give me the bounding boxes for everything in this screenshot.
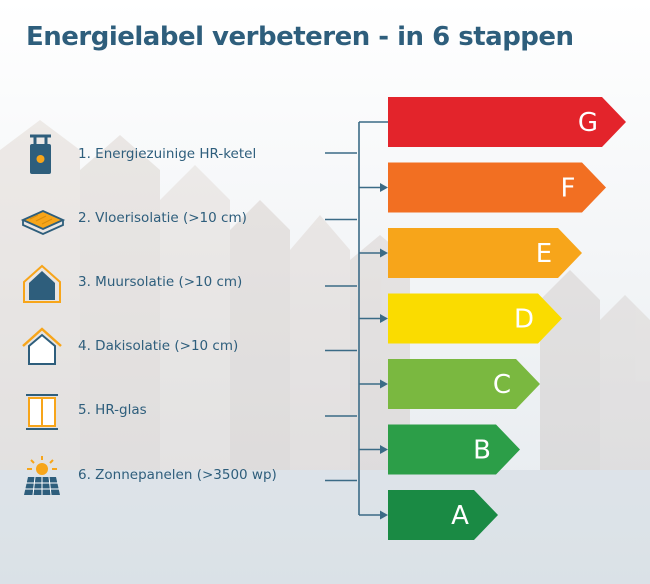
step-1-label: 1. Energiezuinige HR-ketel xyxy=(78,146,257,162)
energy-label-letter: B xyxy=(473,436,491,466)
energy-label-letter: G xyxy=(578,108,598,138)
connector-arrowhead xyxy=(380,248,388,258)
boiler-icon xyxy=(30,134,51,174)
step-6-solar-panels: 6. Zonnepanelen (>3500 wp) xyxy=(20,455,360,499)
energy-label-e xyxy=(388,228,582,278)
step-4-label: 4. Dakisolatie (>10 cm) xyxy=(78,338,239,354)
window-icon xyxy=(26,394,58,430)
step-5-label: 5. HR-glas xyxy=(78,402,147,418)
energy-label-f xyxy=(388,162,606,213)
step-5-double-glazing: 5. HR-glas xyxy=(20,390,360,434)
energy-label-g xyxy=(388,97,626,147)
connector-lines xyxy=(325,121,388,520)
page-title: Energielabel verbeteren - in 6 stappen xyxy=(26,22,574,52)
floor-insulation-icon xyxy=(20,210,66,235)
connector-arrowhead xyxy=(380,314,388,323)
step-3-wall-insulation: 3. Muursolatie (>10 cm) xyxy=(20,262,360,306)
step-3-label: 3. Muursolatie (>10 cm) xyxy=(78,274,243,290)
energy-label-letter: A xyxy=(451,501,469,531)
energy-label-a xyxy=(388,490,498,540)
energy-label-d xyxy=(388,293,562,344)
energy-label-b xyxy=(388,424,520,475)
energy-label-letter: F xyxy=(561,174,576,204)
energy-label-c xyxy=(388,359,540,409)
step-2-label: 2. Vloerisolatie (>10 cm) xyxy=(78,210,247,226)
solar-panel-icon xyxy=(24,456,60,496)
connector-arrowhead xyxy=(380,445,388,454)
energy-label-arrows: G F E D C B A xyxy=(388,97,626,540)
house-wall-icon xyxy=(23,264,61,303)
step-1-boiler: 1. Energiezuinige HR-ketel xyxy=(20,134,360,178)
step-6-label: 6. Zonnepanelen (>3500 wp) xyxy=(78,467,277,483)
energy-label-letter: E xyxy=(536,239,552,269)
energy-label-letter: D xyxy=(514,305,534,335)
connector-arrowhead xyxy=(380,510,388,520)
connector-arrowhead xyxy=(380,183,388,192)
step-2-floor-insulation: 2. Vloerisolatie (>10 cm) xyxy=(20,198,360,242)
house-roof-icon xyxy=(22,327,62,365)
step-4-roof-insulation: 4. Dakisolatie (>10 cm) xyxy=(20,326,360,370)
energy-label-letter: C xyxy=(493,370,511,400)
connector-arrowhead xyxy=(380,379,388,389)
